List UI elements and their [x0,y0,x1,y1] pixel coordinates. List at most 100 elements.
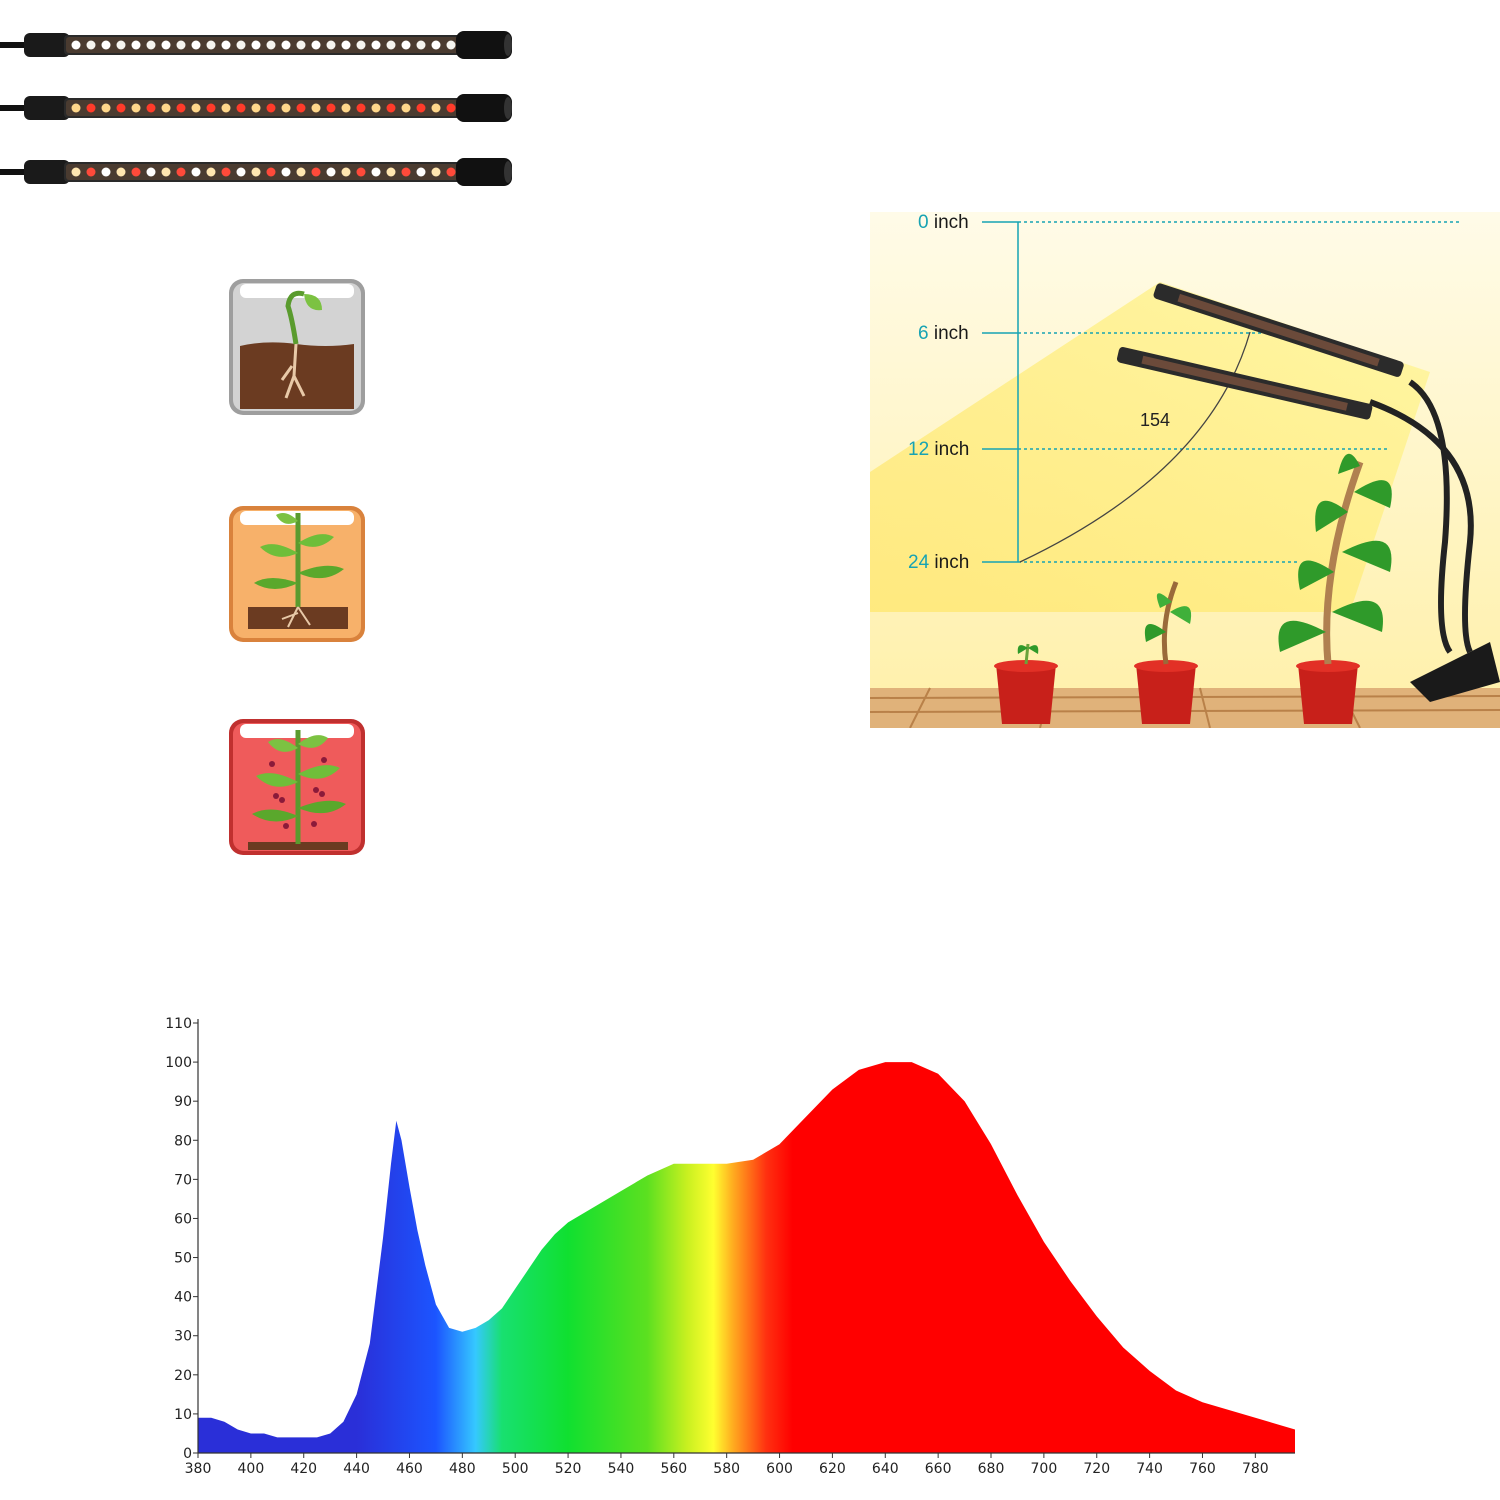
led-dot [116,103,126,113]
led-dot [146,40,156,50]
x-tick-label: 580 [713,1461,740,1477]
bar-right-cap [456,94,512,122]
led-dot [371,40,381,50]
x-tick-label: 720 [1083,1461,1110,1477]
led-dot [131,167,141,177]
led-dot [206,167,216,177]
led-dot [101,103,111,113]
led-dot [206,103,216,113]
led-dot [386,40,396,50]
led-dot [386,103,396,113]
x-tick-label: 640 [872,1461,899,1477]
y-tick-label: 40 [174,1290,192,1306]
bar-left-cap [24,96,70,120]
led-dot [356,167,366,177]
led-dot [71,103,81,113]
y-tick-label: 100 [165,1055,192,1071]
led-dot [101,167,111,177]
led-dot [311,167,321,177]
led-dot [146,167,156,177]
led-dot [191,40,201,50]
flowering-stage-icon [226,716,368,858]
y-tick-label: 60 [174,1211,192,1227]
height-distance-panel: 0 inch 6 inch 12 inch 24 inch 154 [870,212,1500,728]
led-dot [176,103,186,113]
led-dot [236,167,246,177]
led-dot [356,40,366,50]
led-dot [446,40,456,50]
led-dot [251,167,261,177]
led-dot [116,167,126,177]
height-label-6: 6 inch [918,323,969,344]
bar-right-cap [456,31,512,59]
y-tick-label: 30 [174,1329,192,1345]
x-tick-label: 680 [978,1461,1005,1477]
led-dot [131,40,141,50]
led-dot [296,167,306,177]
led-dot [446,167,456,177]
x-tick-label: 440 [343,1461,370,1477]
height-label-12: 12 inch [908,439,970,460]
x-tick-label: 660 [925,1461,952,1477]
led-dot [446,103,456,113]
led-dot [221,103,231,113]
led-dot [206,40,216,50]
y-tick-label: 80 [174,1133,192,1149]
led-dot [401,40,411,50]
led-dot [281,167,291,177]
light-bar-3 [0,152,520,192]
led-dot [236,40,246,50]
led-dot [161,167,171,177]
led-dot [416,40,426,50]
led-dot [251,40,261,50]
led-dot [176,40,186,50]
spectrum-area [198,1062,1295,1453]
led-dot [311,40,321,50]
led-dot [371,167,381,177]
x-tick-label: 380 [185,1461,212,1477]
vegetative-stage-icon [226,503,368,645]
led-dot [131,103,141,113]
led-dot [296,103,306,113]
led-dot [326,40,336,50]
led-dot [371,103,381,113]
led-dot [221,167,231,177]
led-dot [71,40,81,50]
led-dot [386,167,396,177]
led-dot [341,167,351,177]
x-tick-label: 740 [1136,1461,1163,1477]
led-dot [431,167,441,177]
x-tick-label: 760 [1189,1461,1216,1477]
led-dot [296,40,306,50]
led-dot [281,40,291,50]
led-dot [86,40,96,50]
led-dot [341,103,351,113]
x-tick-label: 400 [238,1461,265,1477]
light-bar-1 [0,25,520,65]
x-tick-label: 540 [608,1461,635,1477]
led-dot [281,103,291,113]
led-dot [221,40,231,50]
x-tick-label: 620 [819,1461,846,1477]
led-dot [86,167,96,177]
bar-left-cap [24,33,70,57]
led-dot [266,103,276,113]
led-dot [416,103,426,113]
led-dot [341,40,351,50]
led-dot [311,103,321,113]
y-tick-label: 90 [174,1094,192,1110]
y-tick-label: 50 [174,1251,192,1267]
led-dot [236,103,246,113]
x-tick-label: 420 [290,1461,317,1477]
y-tick-label: 110 [165,1016,192,1032]
x-tick-label: 520 [555,1461,582,1477]
x-tick-label: 460 [396,1461,423,1477]
led-dot [326,103,336,113]
led-dot [71,167,81,177]
x-tick-label: 560 [660,1461,687,1477]
y-tick-label: 70 [174,1172,192,1188]
bar-left-cap [24,160,70,184]
led-dot [161,40,171,50]
led-dot [116,40,126,50]
x-tick-label: 600 [766,1461,793,1477]
